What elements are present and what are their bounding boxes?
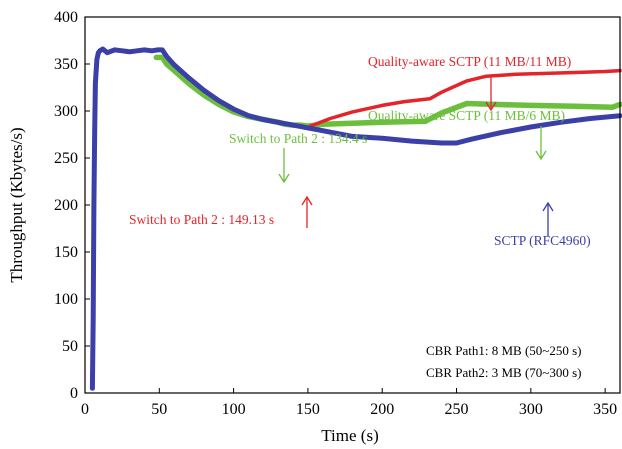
- arrow-qa-11-11: [485, 75, 497, 112]
- series-point: [93, 80, 98, 86]
- x-tick-label: 0: [81, 401, 89, 418]
- y-tick-label: 350: [54, 56, 78, 73]
- x-tick-label: 200: [370, 401, 394, 418]
- y-tick-label: 50: [62, 338, 78, 355]
- y-tick-label: 400: [54, 9, 78, 26]
- y-tick-label: 300: [54, 103, 78, 120]
- x-axis-label: Time (s): [321, 426, 378, 445]
- annotation-switch-134: Switch to Path 2 : 134.4 s: [229, 131, 367, 146]
- series-point: [92, 127, 97, 132]
- series-point: [94, 57, 100, 62]
- x-tick-label: 150: [296, 401, 320, 418]
- series-layer: [89, 46, 622, 391]
- x-tick-label: 100: [222, 401, 246, 418]
- x-tick-label: 50: [151, 401, 167, 418]
- series-point: [91, 202, 97, 208]
- y-tick-label: 100: [54, 291, 78, 308]
- x-tick-label: 250: [445, 401, 469, 418]
- series-point: [90, 386, 95, 391]
- annotation-sctp: SCTP (RFC4960): [494, 233, 591, 248]
- y-axis-label: Throughput (Kbytes/s): [7, 127, 26, 282]
- y-tick-label: 0: [70, 385, 78, 402]
- info-line-path2: CBR Path2: 3 MB (70~300 s): [426, 365, 581, 380]
- y-tick-label: 200: [54, 197, 78, 214]
- arrow-qa-11-6: [535, 126, 547, 161]
- annotation-qa-11-11: Quality-aware SCTP (11 MB/11 MB): [368, 54, 571, 69]
- series-point: [90, 315, 96, 320]
- annotation-qa-11-6: Quality-aware SCTP (11 MB/6 MB): [368, 108, 565, 123]
- tick-layer: 0 50 100 150 200 250 300 350 0 50 100 150 200 250 300 3…: [54, 9, 617, 418]
- series-line-2: [304, 68, 622, 130]
- arrow-switch-149: [301, 195, 313, 228]
- series-line-0: [89, 46, 622, 391]
- x-tick-label: 350: [593, 401, 617, 418]
- y-tick-label: 150: [54, 244, 78, 261]
- arrow-layer: [278, 75, 554, 236]
- x-tick-label: 300: [519, 401, 543, 418]
- y-tick-label: 250: [54, 150, 78, 167]
- arrow-sctp: [542, 201, 554, 236]
- info-line-path1: CBR Path1: 8 MB (50~250 s): [426, 343, 581, 358]
- arrow-switch-134: [278, 148, 290, 184]
- annotation-switch-149: Switch to Path 2 : 149.13 s: [129, 212, 274, 227]
